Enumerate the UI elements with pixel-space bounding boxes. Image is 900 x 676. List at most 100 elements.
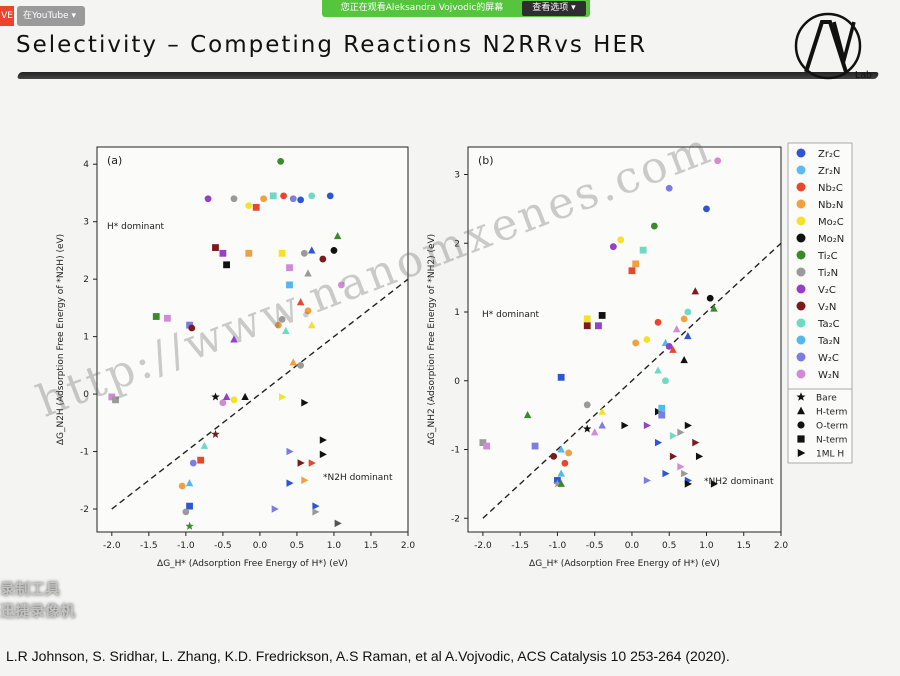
- chart-panel-a: -2.0 -1.5 -1.0 -0.5 0.0 0.5 1.0 1.5 2.0 -2 -1 0 1 2 3 4…: [56, 146, 415, 569]
- data-point: [277, 157, 285, 165]
- data-point: [219, 399, 227, 407]
- recorder-badge-line1: 录制工具: [0, 580, 61, 598]
- data-point: [639, 246, 647, 254]
- data-point: [662, 469, 670, 478]
- data-point: [684, 421, 692, 430]
- data-point: [684, 480, 692, 488]
- screen-share-text: 您正在观看Aleksandra Vojvodic的屏幕: [340, 3, 504, 13]
- data-point: [312, 502, 320, 510]
- data-point: [186, 502, 193, 510]
- data-point: [681, 469, 689, 478]
- data-point: [186, 321, 193, 329]
- data-point: [280, 192, 287, 200]
- legend-label: V₂C: [818, 285, 836, 296]
- legend-label: N-term: [816, 436, 847, 446]
- data-point: [211, 392, 220, 401]
- data-point: [565, 449, 573, 457]
- data-point: [710, 480, 719, 488]
- data-point: [230, 335, 238, 343]
- data-point: [252, 203, 260, 211]
- data-point: [598, 312, 606, 319]
- legend-swatch: [796, 318, 806, 328]
- legend-swatch: [796, 199, 806, 209]
- x-tick-label: -1.5: [511, 541, 529, 551]
- live-tag: VE: [0, 6, 14, 26]
- x-tick-label: 1.5: [364, 541, 378, 551]
- data-point: [260, 195, 268, 203]
- legend-label: Ti₂C: [817, 251, 838, 262]
- y-tick-label: 3: [83, 218, 89, 228]
- data-point: [553, 479, 562, 488]
- data-point: [334, 519, 342, 528]
- legend-swatch: [796, 352, 806, 362]
- data-point: [230, 396, 238, 404]
- data-point: [178, 482, 186, 490]
- data-point: [479, 439, 487, 447]
- data-point: [271, 505, 279, 513]
- data-point: [684, 308, 692, 316]
- legend-swatch: [796, 250, 806, 260]
- data-point: [695, 452, 704, 461]
- data-point: [282, 326, 290, 334]
- legend-swatch: [796, 165, 806, 175]
- data-point: [583, 424, 592, 433]
- legend-label: Mo₂N: [818, 234, 844, 245]
- data-point: [598, 421, 606, 429]
- data-point: [197, 456, 205, 464]
- youtube-button[interactable]: 在YouTube ▾: [17, 6, 85, 26]
- view-options-button[interactable]: 查看选项 ▾: [522, 1, 586, 16]
- panel-label: (a): [107, 154, 122, 167]
- y-tick-label: -1: [451, 446, 460, 456]
- x-axis-label: ΔG_H* (Adsorption Free Energy of H*) (eV…: [157, 559, 348, 569]
- legend-label: Zr₂N: [818, 166, 840, 177]
- legend-label: Ta₂C: [817, 319, 840, 330]
- data-point: [669, 432, 678, 440]
- x-tick-label: 0.5: [290, 541, 304, 551]
- legend-label: Nb₂C: [818, 183, 843, 194]
- legend-label: V₂N: [818, 302, 836, 313]
- data-point: [241, 392, 249, 401]
- y-tick-label: 2: [454, 239, 460, 249]
- screen-share-banner: 您正在观看Aleksandra Vojvodic的屏幕 查看选项 ▾: [322, 0, 590, 17]
- legend-label: Nb₂N: [818, 200, 843, 211]
- x-tick-label: 0.0: [625, 541, 640, 551]
- data-point: [665, 342, 673, 350]
- y-axis-label: ΔG_N2H (Adsorption Free Energy of *N2H) …: [56, 234, 66, 445]
- legend-swatch: [796, 335, 806, 345]
- data-point: [531, 442, 539, 450]
- legend-swatch: [796, 284, 806, 294]
- y-tick-label: -1: [80, 448, 89, 458]
- data-point: [557, 469, 565, 477]
- data-point: [230, 195, 238, 203]
- data-point: [557, 373, 565, 381]
- legend-label: O-term: [816, 422, 848, 432]
- data-point: [286, 264, 293, 272]
- legend-shape: [797, 449, 806, 457]
- data-point: [654, 438, 663, 447]
- data-point: [672, 325, 681, 333]
- slide-title: Selectivity – Competing Reactions N2RRvs…: [16, 32, 647, 58]
- x-tick-label: -1.0: [549, 541, 567, 551]
- data-point: [279, 393, 287, 401]
- data-point: [297, 459, 305, 467]
- legend-label: Ta₂N: [817, 336, 840, 347]
- plot-frame: [467, 146, 782, 533]
- plot-frame: [96, 146, 409, 533]
- data-point: [211, 429, 220, 438]
- legend-swatch: [796, 301, 806, 311]
- legend-label: 1ML H: [816, 450, 844, 460]
- x-tick-label: -1.5: [140, 541, 158, 551]
- data-point: [112, 396, 119, 404]
- data-point: [223, 261, 230, 269]
- x-tick-label: 1.0: [699, 541, 714, 551]
- data-point: [598, 407, 606, 415]
- legend-label: Bare: [816, 394, 837, 404]
- data-point: [583, 315, 591, 323]
- data-point: [609, 243, 617, 251]
- data-point: [289, 195, 297, 203]
- data-point: [185, 479, 194, 487]
- data-point: [617, 236, 625, 244]
- recorder-badge: 录制工具 迅捷录像机: [0, 578, 80, 626]
- data-point: [297, 196, 305, 204]
- data-point: [304, 307, 312, 315]
